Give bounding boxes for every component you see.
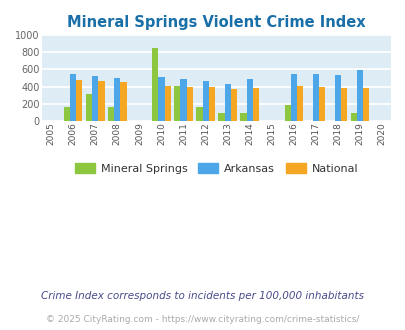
Bar <box>240 113 246 121</box>
Bar <box>196 107 202 121</box>
Bar <box>152 48 158 121</box>
Bar <box>296 86 303 121</box>
Bar <box>208 87 214 121</box>
Legend: Mineral Springs, Arkansas, National: Mineral Springs, Arkansas, National <box>70 159 362 178</box>
Bar <box>312 74 318 121</box>
Bar <box>180 80 186 121</box>
Bar <box>92 76 98 121</box>
Bar <box>120 82 126 121</box>
Bar <box>158 77 164 121</box>
Bar <box>174 85 180 121</box>
Bar <box>98 81 104 121</box>
Text: Crime Index corresponds to incidents per 100,000 inhabitants: Crime Index corresponds to incidents per… <box>41 291 364 301</box>
Title: Mineral Springs Violent Crime Index: Mineral Springs Violent Crime Index <box>67 15 365 30</box>
Bar <box>76 80 82 121</box>
Bar <box>362 88 369 121</box>
Bar <box>340 88 346 121</box>
Bar <box>186 87 192 121</box>
Bar <box>284 105 290 121</box>
Bar <box>350 113 356 121</box>
Bar <box>246 80 252 121</box>
Bar <box>318 86 324 121</box>
Bar <box>114 78 120 121</box>
Bar <box>356 70 362 121</box>
Bar <box>108 107 114 121</box>
Bar <box>70 74 76 121</box>
Bar <box>86 94 92 121</box>
Bar <box>218 113 224 121</box>
Bar <box>64 107 70 121</box>
Text: © 2025 CityRating.com - https://www.cityrating.com/crime-statistics/: © 2025 CityRating.com - https://www.city… <box>46 315 359 324</box>
Bar <box>334 75 340 121</box>
Bar <box>202 81 208 121</box>
Bar <box>164 86 171 121</box>
Bar <box>230 89 237 121</box>
Bar <box>224 84 230 121</box>
Bar <box>252 88 258 121</box>
Bar <box>290 74 296 121</box>
